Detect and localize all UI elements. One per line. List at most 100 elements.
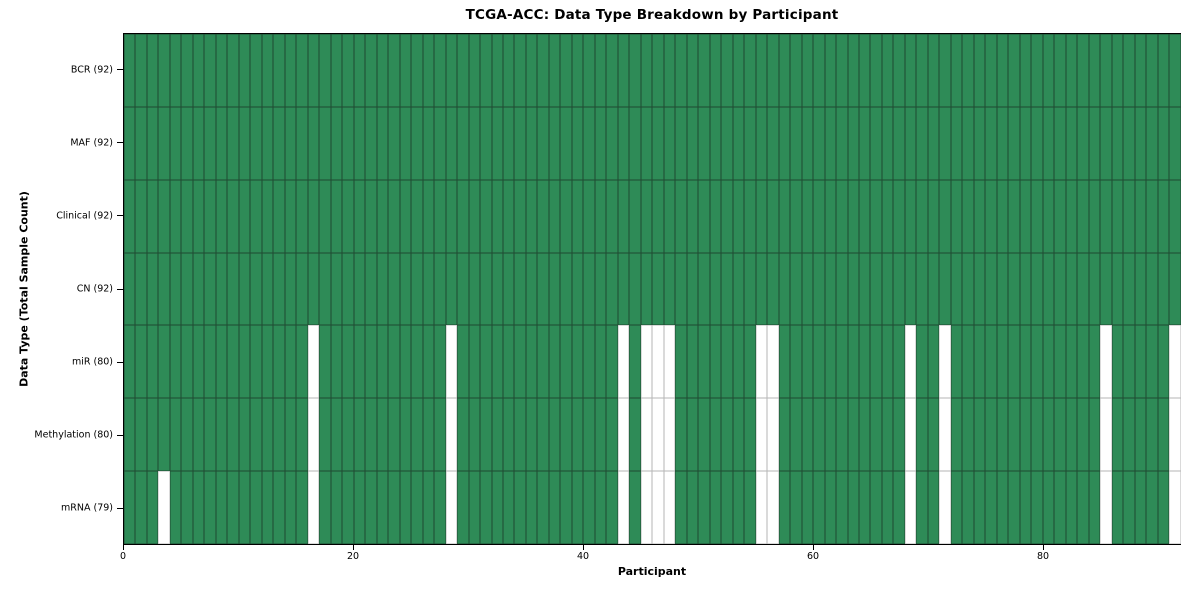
heatmap-cell (594, 325, 607, 399)
heatmap-cell (778, 471, 791, 545)
heatmap-cell (571, 252, 584, 326)
heatmap-cell (238, 325, 251, 399)
heatmap-cell (824, 398, 837, 472)
heatmap-cell (652, 471, 664, 545)
heatmap-cell (296, 34, 308, 107)
heatmap-cell (640, 106, 653, 180)
heatmap-cell (192, 34, 205, 107)
heatmap-cell (686, 325, 699, 399)
heatmap-cell (204, 106, 216, 180)
heatmap-cell (973, 398, 986, 472)
heatmap-cell (181, 471, 193, 545)
heatmap-cell (801, 179, 814, 253)
heatmap-cell (525, 106, 538, 180)
heatmap-grid (124, 34, 1181, 545)
heatmap-cell (1123, 179, 1135, 253)
heatmap-cell (319, 325, 331, 399)
heatmap-cell (1077, 179, 1089, 253)
heatmap-cell (1123, 34, 1135, 107)
heatmap-cell (181, 398, 193, 472)
heatmap-cell (514, 325, 526, 399)
heatmap-cell (514, 398, 526, 472)
heatmap-cell (1157, 471, 1170, 545)
heatmap-cell (1111, 106, 1124, 180)
heatmap-cell (870, 34, 882, 107)
heatmap-cell (273, 325, 285, 399)
heatmap-cell (1077, 398, 1089, 472)
heatmap-cell (284, 471, 297, 545)
heatmap-cell (847, 398, 859, 472)
heatmap-row-mir (124, 325, 1181, 399)
heatmap-cell (870, 252, 882, 326)
heatmap-cell (411, 398, 423, 472)
heatmap-cell (893, 471, 905, 545)
heatmap-cell (790, 398, 802, 472)
heatmap-cell (927, 106, 940, 180)
heatmap-cell (468, 179, 481, 253)
heatmap-cell (571, 106, 584, 180)
heatmap-cell (640, 252, 653, 326)
heatmap-cell (491, 325, 503, 399)
heatmap-cell (1031, 325, 1043, 399)
heatmap-cell (330, 179, 343, 253)
heatmap-cell (124, 34, 136, 107)
heatmap-cell (514, 34, 526, 107)
heatmap-cell (732, 325, 745, 399)
heatmap-cell (502, 398, 515, 472)
heatmap-cell (1042, 252, 1055, 326)
heatmap-cell (537, 106, 549, 180)
heatmap-cell (594, 106, 607, 180)
heatmap-cell (973, 471, 986, 545)
heatmap-cell (319, 398, 331, 472)
heatmap-cell (238, 106, 251, 180)
heatmap-cell (319, 471, 331, 545)
heatmap-cell (813, 471, 825, 545)
heatmap-cell (434, 34, 446, 107)
heatmap-cell (319, 106, 331, 180)
heatmap-cell (675, 34, 687, 107)
heatmap-cell (537, 252, 549, 326)
heatmap-cell (192, 471, 205, 545)
heatmap-cell (238, 34, 251, 107)
heatmap-cell (617, 179, 630, 253)
heatmap-cell (204, 34, 216, 107)
heatmap-cell (1088, 252, 1101, 326)
heatmap-cell (801, 106, 814, 180)
heatmap-cell (215, 106, 228, 180)
heatmap-cell (675, 325, 687, 399)
heatmap-cell (950, 325, 963, 399)
heatmap-cell (571, 471, 584, 545)
heatmap-cell (135, 325, 147, 399)
y-tick-label: mRNA (79) (61, 502, 113, 514)
heatmap-cell (767, 34, 779, 107)
heatmap-cell (629, 325, 641, 399)
heatmap-cell (1088, 34, 1101, 107)
heatmap-cell (434, 325, 446, 399)
heatmap-cell (916, 398, 928, 472)
heatmap-cell (307, 179, 320, 253)
heatmap-cell (985, 34, 997, 107)
heatmap-cell (560, 106, 572, 180)
heatmap-cell (457, 471, 469, 545)
heatmap-cell (836, 325, 848, 399)
heatmap-cell (296, 106, 308, 180)
heatmap-cell (1100, 179, 1112, 253)
heatmap-cell (1008, 34, 1020, 107)
heatmap-cell (238, 252, 251, 326)
heatmap-cell (1088, 106, 1101, 180)
heatmap-cell (261, 252, 274, 326)
heatmap-cell (307, 34, 320, 107)
heatmap-cell (250, 34, 262, 107)
heatmap-cell (744, 398, 756, 472)
heatmap-cell (790, 179, 802, 253)
heatmap-cell (468, 34, 481, 107)
heatmap-cell (399, 179, 412, 253)
heatmap-cell (158, 106, 170, 180)
heatmap-cell (411, 252, 423, 326)
heatmap-cell (192, 325, 205, 399)
heatmap-cell (629, 398, 641, 472)
heatmap-cell (813, 325, 825, 399)
heatmap-cell (583, 252, 595, 326)
heatmap-cell (824, 471, 837, 545)
heatmap-cell (284, 252, 297, 326)
